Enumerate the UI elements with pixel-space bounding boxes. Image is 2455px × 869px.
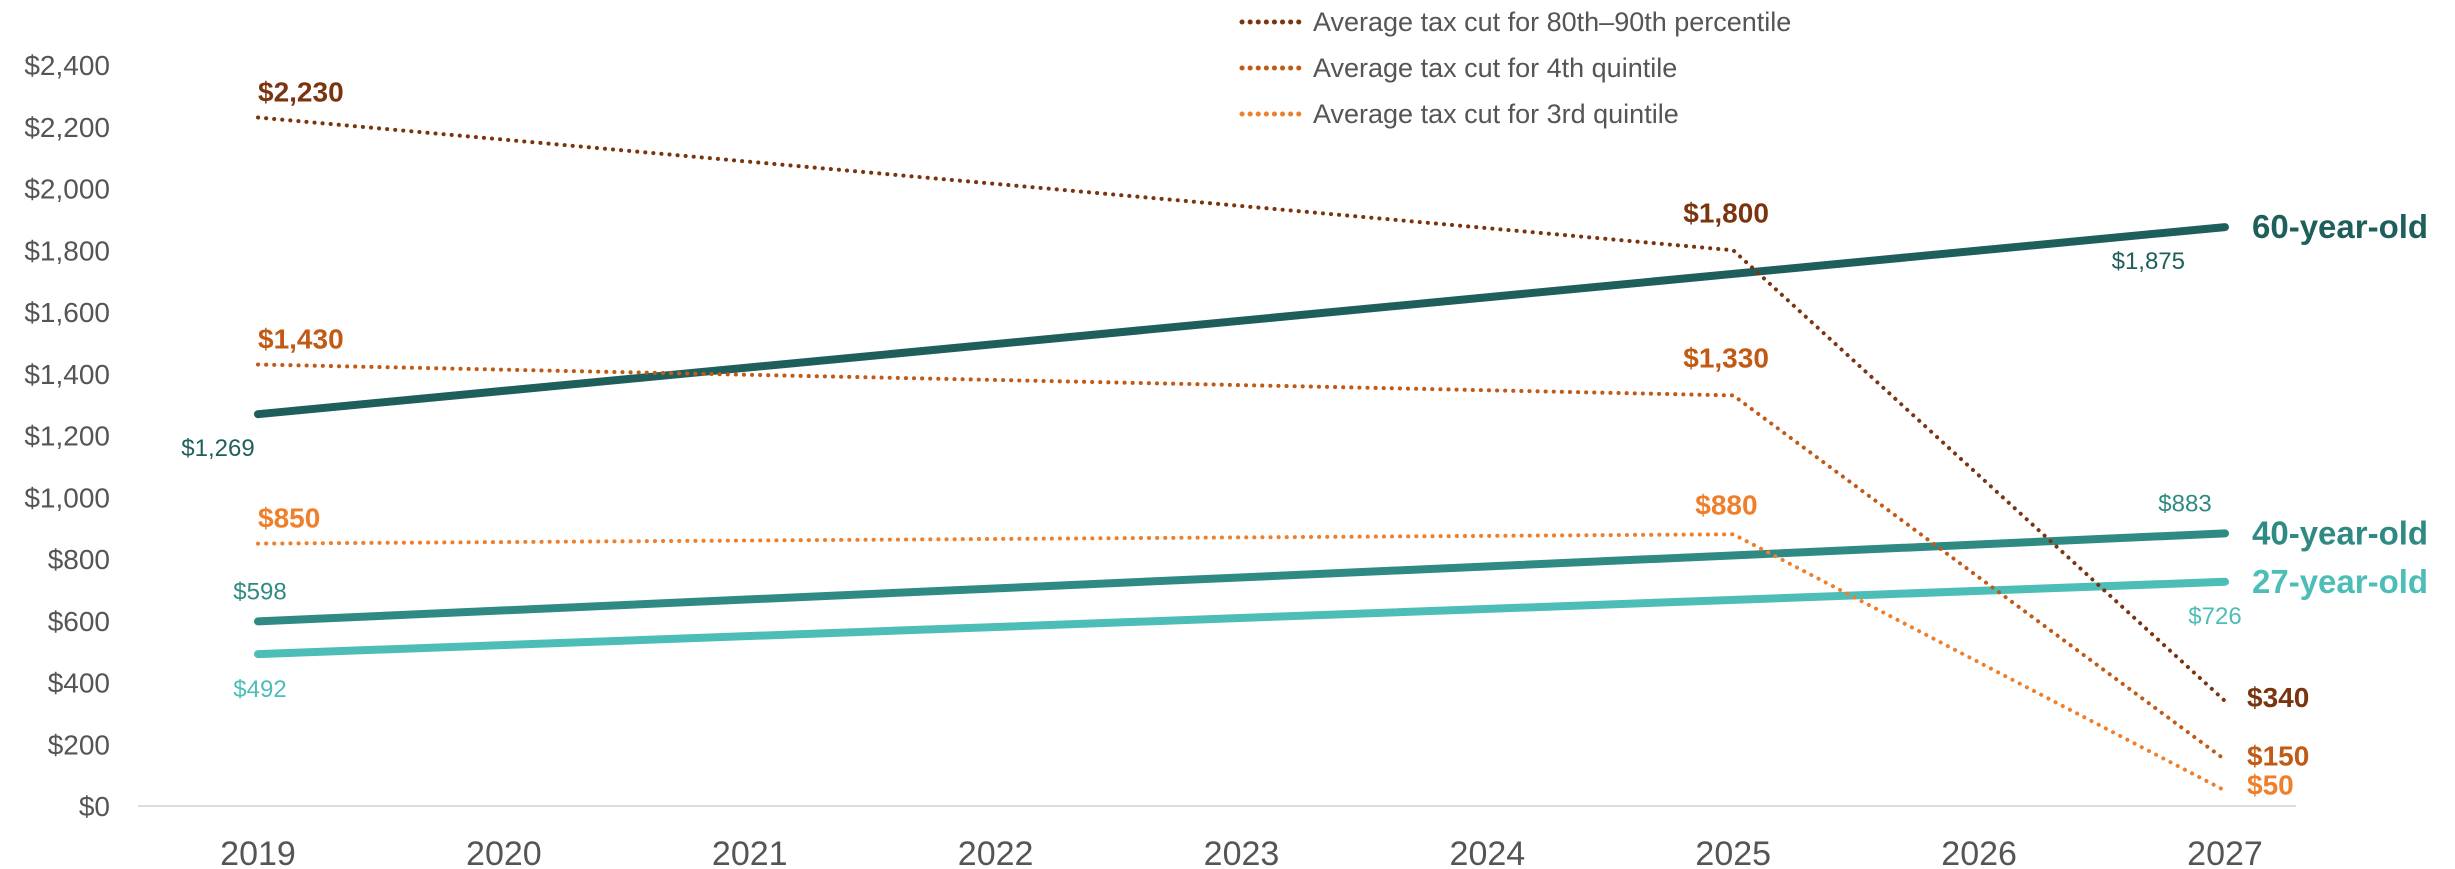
series-line [256,115,2227,703]
y-tick-label: $200 [48,729,110,760]
series-line [254,223,2229,419]
y-tick-label: $400 [48,668,110,699]
y-tick-label: $1,800 [24,235,110,266]
x-tick-label: 2025 [1695,835,1771,869]
y-tick-label: $2,200 [24,112,110,143]
y-axis-ticks: $0 $200 $400 $600 $800 $1,000 $1,200 $1,400 $1,6… [24,50,110,822]
data-label: $1,800 [1683,197,1769,228]
data-labels: $2,230 $1,800 $340 $1,430 $1,330 $150 $850 $880… [181,76,2309,800]
x-tick-label: 2022 [958,835,1034,869]
x-axis-ticks: 2019 2020 2021 2022 2023 2024 2025 2026 2027 [220,835,2263,869]
legend: Average tax cut for 80th–90th percentile… [1239,7,1791,129]
x-tick-label: 2019 [220,835,296,869]
data-label: $50 [2247,770,2294,801]
legend-label: Average tax cut for 3rd quintile [1313,99,1679,129]
x-tick-label: 2027 [2187,835,2263,869]
data-label: $2,230 [258,76,344,107]
data-label: $1,875 [2112,248,2185,275]
series-name-label: 60-year-old [2252,208,2428,245]
y-tick-label: $1,000 [24,482,110,513]
series-line [254,529,2229,626]
data-label: $880 [1695,489,1757,520]
data-label: $1,269 [181,435,254,462]
data-label: $850 [258,503,320,534]
legend-label: Average tax cut for 80th–90th percentile [1313,7,1791,37]
data-label: $1,430 [258,323,344,354]
data-label: $1,330 [1683,342,1769,373]
y-tick-label: $800 [48,544,110,575]
y-tick-label: $1,400 [24,359,110,390]
series-name-label: 40-year-old [2252,514,2428,551]
y-tick-label: $0 [79,791,110,822]
series-name-label: 27-year-old [2252,563,2428,600]
y-tick-label: $600 [48,606,110,637]
data-label: $340 [2247,682,2309,713]
legend-label: Average tax cut for 4th quintile [1313,53,1677,83]
data-label: $598 [233,578,286,605]
data-label: $883 [2158,490,2211,517]
data-label: $726 [2188,603,2241,630]
data-label: $492 [233,676,286,703]
x-tick-label: 2023 [1204,835,1280,869]
x-tick-label: 2026 [1941,835,2017,869]
series-name-labels: 60-year-old 40-year-old 27-year-old [2252,208,2428,600]
series-line [256,532,2227,793]
x-tick-label: 2020 [466,835,542,869]
x-tick-label: 2021 [712,835,788,869]
x-tick-label: 2024 [1450,835,1526,869]
y-tick-label: $2,000 [24,174,110,205]
data-label: $150 [2247,741,2309,772]
series-line [256,362,2227,762]
series-lines [254,115,2229,793]
y-tick-label: $1,600 [24,297,110,328]
series-line [254,577,2229,659]
y-tick-label: $1,200 [24,421,110,452]
y-tick-label: $2,400 [24,50,110,81]
